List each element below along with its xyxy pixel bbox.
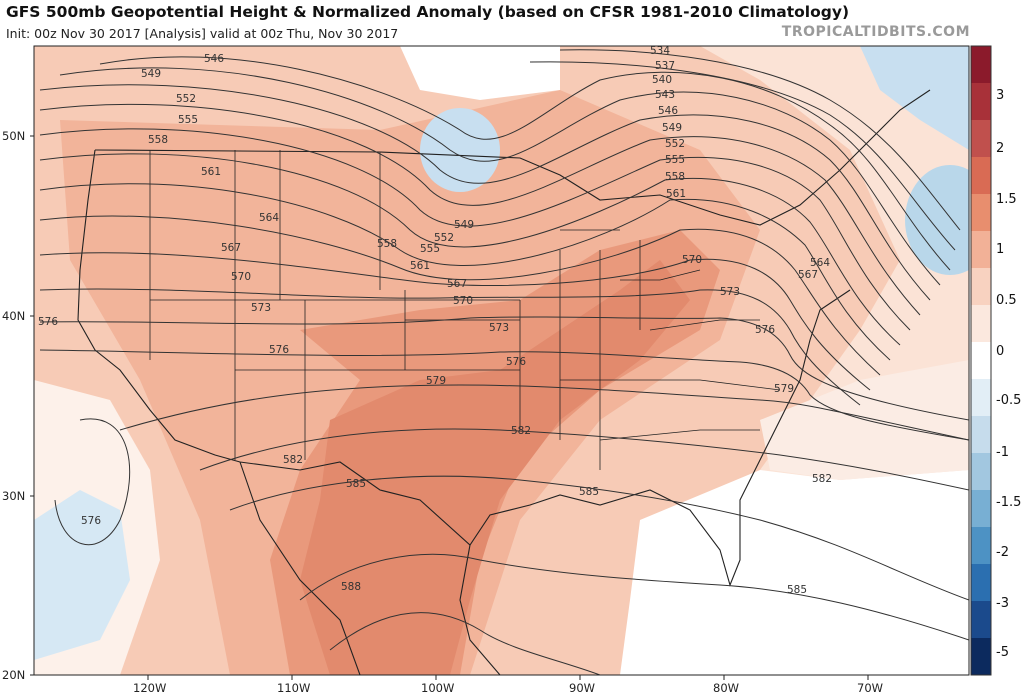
colorbar-label: 1.5: [996, 192, 1017, 207]
contour-label: 582: [812, 473, 832, 485]
colorbar-label: -1: [996, 445, 1009, 460]
brand-watermark[interactable]: TROPICALTIDBITS.COM: [781, 24, 970, 40]
colorbar-label: -3: [996, 596, 1009, 611]
contour-label: 564: [259, 212, 279, 224]
colorbar-swatch: [971, 416, 991, 454]
colorbar-swatch: [971, 157, 991, 195]
colorbar-swatch: [971, 638, 991, 676]
contour-label: 570: [453, 295, 473, 307]
contour-label: 549: [454, 219, 474, 231]
map-subtitle: Init: 00z Nov 30 2017 [Analysis] valid a…: [6, 26, 399, 41]
lon-label: 90W: [569, 681, 595, 695]
colorbar-label: 0: [996, 344, 1004, 359]
contour-label: 576: [506, 356, 526, 368]
contour-label: 588: [341, 581, 361, 593]
colorbar-swatch: [971, 120, 991, 158]
colorbar-label: 3: [996, 88, 1004, 103]
contour-label: 576: [755, 324, 775, 336]
contour-label: 585: [346, 478, 366, 490]
colorbar-swatch: [971, 490, 991, 528]
contour-label: 579: [774, 383, 794, 395]
contour-label: 573: [251, 302, 271, 314]
us-coastline: [77, 149, 851, 587]
colorbar-label: 1: [996, 242, 1004, 257]
contour-label: 561: [410, 260, 430, 272]
latitude-axis: 50N 40N 30N 20N: [2, 129, 34, 682]
contour-label: 561: [201, 166, 221, 178]
contour-label: 537: [655, 60, 675, 72]
colorbar-frame: [970, 45, 992, 676]
contour-label: 567: [447, 278, 467, 290]
contour-label: 543: [655, 89, 675, 101]
contour-label: 549: [662, 122, 682, 134]
us-canada-border: [94, 89, 931, 226]
contour-label: 558: [665, 171, 685, 183]
contour-label: 582: [283, 454, 303, 466]
colorbar-swatch: [971, 268, 991, 306]
contour-label: 579: [426, 375, 446, 387]
lon-label: 70W: [857, 681, 883, 695]
longitude-axis: 120W 110W 100W 90W 80W 70W: [133, 675, 883, 695]
colorbar-swatch: [971, 379, 991, 417]
contour-label: 558: [377, 238, 397, 250]
colorbar-swatch: [971, 342, 991, 380]
contour-label: 555: [178, 114, 198, 126]
colorbar-swatch: [971, 231, 991, 269]
lon-label: 100W: [421, 681, 454, 695]
colorbar: 3 2 1.5 1 0.5 0 -0.5 -1 -1.5 -2 -3 -5: [970, 45, 1021, 676]
contour-label: 576: [81, 515, 101, 527]
contour-label: 546: [658, 105, 678, 117]
colorbar-label: -2: [996, 545, 1009, 560]
colorbar-label: -1.5: [996, 495, 1021, 510]
lat-label: 20N: [2, 668, 25, 682]
colorbar-label: 0.5: [996, 293, 1017, 308]
contour-label: 573: [489, 322, 509, 334]
contour-label: 540: [652, 74, 672, 86]
colorbar-swatch: [971, 527, 991, 565]
contour-label: 552: [434, 232, 454, 244]
contour-label: 585: [579, 486, 599, 498]
colorbar-label: -5: [996, 645, 1009, 660]
contour-label: 576: [38, 316, 58, 328]
lat-label: 50N: [2, 129, 25, 143]
colorbar-swatch: [971, 601, 991, 639]
contour-label: 573: [720, 286, 740, 298]
contour-label: 555: [420, 243, 440, 255]
colorbar-label: 2: [996, 141, 1004, 156]
contour-label: 549: [141, 68, 161, 80]
colorbar-swatch: [971, 453, 991, 491]
lon-label: 110W: [277, 681, 310, 695]
lat-label: 40N: [2, 309, 25, 323]
contour-label: 576: [269, 344, 289, 356]
lon-label: 120W: [133, 681, 166, 695]
contour-label: 582: [511, 425, 531, 437]
lat-label: 30N: [2, 489, 25, 503]
colorbar-swatch: [971, 83, 991, 121]
contour-label: 561: [666, 188, 686, 200]
contour-label: 585: [787, 584, 807, 596]
contour-label: 567: [221, 242, 241, 254]
contour-label: 567: [798, 269, 818, 281]
contour-label: 564: [810, 257, 830, 269]
colorbar-swatch: [971, 194, 991, 232]
colorbar-label: -0.5: [996, 393, 1021, 408]
contour-label: 570: [231, 271, 251, 283]
contour-label: 534: [650, 45, 670, 57]
colorbar-swatch: [971, 305, 991, 343]
contour-label: 552: [176, 93, 196, 105]
contour-label: 558: [148, 134, 168, 146]
contour-labels: 534 537 540 543 546 546 549 549 549 552 …: [38, 45, 832, 596]
map-title: GFS 500mb Geopotential Height & Normaliz…: [6, 3, 850, 21]
contour-label: 552: [665, 138, 685, 150]
contour-label: 555: [665, 154, 685, 166]
map-frame: [33, 45, 970, 676]
mexico-coast-east: [459, 544, 501, 675]
colorbar-swatch: [971, 46, 991, 84]
contour-label: 570: [682, 254, 702, 266]
lon-label: 80W: [713, 681, 739, 695]
colorbar-swatch: [971, 564, 991, 602]
height-contours: [39, 49, 969, 675]
contour-label: 546: [204, 53, 224, 65]
